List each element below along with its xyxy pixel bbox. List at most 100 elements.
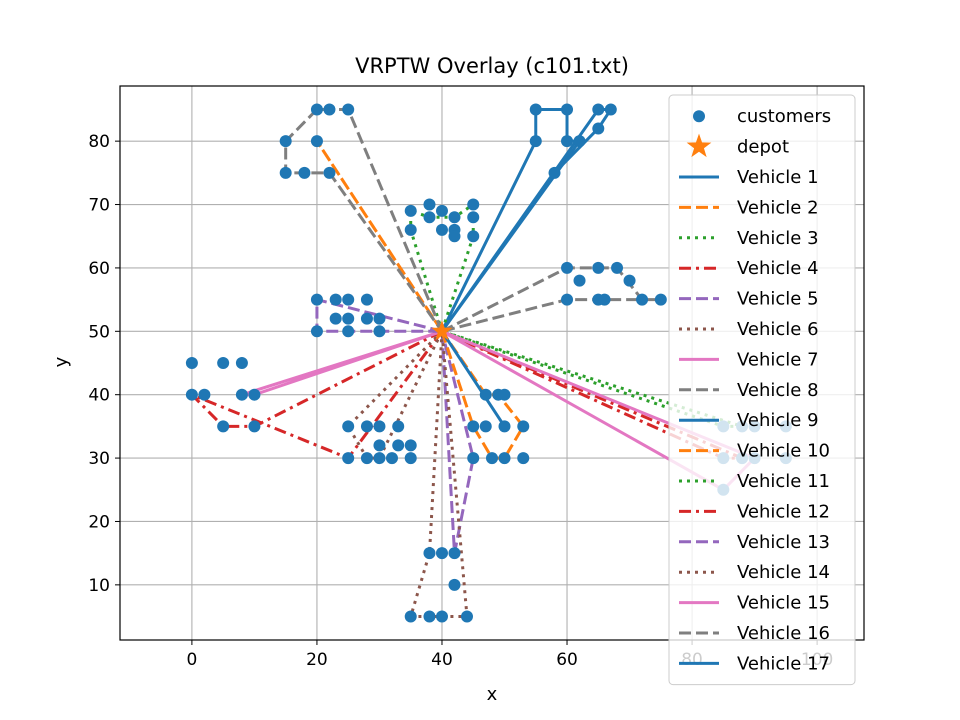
- customer-point: [479, 388, 492, 401]
- customer-point: [448, 578, 461, 591]
- customer-point: [435, 610, 448, 623]
- customer-point: [573, 274, 586, 287]
- legend-label: Vehicle 8: [737, 380, 819, 401]
- legend-label: Vehicle 12: [737, 501, 830, 522]
- customer-point: [592, 261, 605, 274]
- x-tick-label: 60: [556, 650, 578, 670]
- customer-point: [373, 439, 386, 452]
- chart-title: VRPTW Overlay (c101.txt): [355, 54, 629, 78]
- customer-point: [342, 452, 355, 465]
- customer-point: [323, 103, 336, 116]
- route-line: [190, 329, 444, 460]
- depot-star: [431, 320, 453, 341]
- customer-point: [423, 198, 436, 211]
- y-tick-label: 50: [88, 322, 110, 342]
- customer-point: [561, 261, 574, 274]
- customer-point: [385, 452, 398, 465]
- customer-point: [323, 166, 336, 179]
- customer-point: [529, 135, 542, 148]
- customer-point: [561, 103, 574, 116]
- y-axis-label: y: [51, 356, 72, 367]
- x-axis-label: x: [487, 684, 498, 705]
- customer-point: [235, 357, 248, 369]
- customer-point: [448, 547, 461, 560]
- customer-point: [310, 135, 323, 148]
- legend-box: [668, 94, 856, 686]
- customer-point: [448, 211, 461, 224]
- customer-point: [360, 452, 373, 465]
- customer-point: [329, 312, 342, 325]
- customer-point: [342, 103, 355, 116]
- customer-point: [654, 293, 667, 306]
- customer-point: [423, 211, 436, 224]
- customer-point: [423, 610, 436, 623]
- customer-point: [592, 122, 605, 135]
- customer-point: [279, 135, 292, 148]
- legend-label: Vehicle 15: [737, 593, 830, 614]
- legend-label: Vehicle 4: [737, 258, 819, 279]
- customer-point: [373, 452, 386, 465]
- customer-point: [479, 420, 492, 433]
- customer-point: [373, 325, 386, 338]
- customer-point: [404, 439, 417, 452]
- customer-point: [185, 357, 198, 369]
- customer-point: [404, 204, 417, 217]
- legend-label: Vehicle 13: [737, 532, 830, 553]
- customer-point: [404, 452, 417, 465]
- customer-point: [404, 223, 417, 236]
- customer-point: [448, 230, 461, 243]
- customer-point: [342, 325, 355, 338]
- y-tick-label: 60: [88, 259, 110, 279]
- customer-point: [342, 420, 355, 433]
- customer-point: [573, 135, 586, 148]
- y-tick-label: 40: [88, 386, 110, 406]
- route-line: [440, 330, 525, 460]
- customer-point: [310, 325, 323, 338]
- customer-point: [623, 274, 636, 287]
- legend-label: Vehicle 2: [737, 197, 819, 218]
- customer-point: [248, 388, 261, 401]
- customer-point: [435, 223, 448, 236]
- customer-point: [342, 293, 355, 306]
- customer-point: [561, 293, 574, 306]
- legend-label: Vehicle 16: [737, 623, 830, 644]
- legend-label: Vehicle 9: [737, 410, 819, 431]
- customer-point: [198, 388, 211, 401]
- customer-point: [498, 388, 511, 401]
- y-tick-label: 20: [88, 512, 110, 532]
- customer-point: [217, 420, 230, 433]
- y-tick-label: 80: [88, 132, 110, 152]
- legend-marker: [686, 133, 712, 158]
- customer-point: [636, 293, 649, 306]
- customer-point: [342, 312, 355, 325]
- axes-frame: [119, 85, 865, 641]
- customer-point: [498, 452, 511, 465]
- customer-point: [392, 420, 405, 433]
- customer-point: [486, 452, 498, 465]
- customer-point: [435, 547, 448, 560]
- x-tick-label: 20: [306, 650, 328, 670]
- legend-label: Vehicle 6: [737, 319, 819, 340]
- customer-point: [360, 293, 373, 306]
- axis-ticks: 0204060801001020304050607080: [88, 132, 833, 670]
- customer-points: [185, 103, 792, 623]
- legend-marker: [693, 110, 705, 123]
- customer-point: [373, 312, 386, 325]
- legend-label: Vehicle 3: [737, 228, 819, 249]
- legend-label: Vehicle 14: [737, 562, 830, 583]
- customer-point: [310, 293, 323, 306]
- route-line: [440, 107, 613, 333]
- customer-point: [611, 261, 624, 274]
- customer-point: [592, 103, 605, 116]
- customer-point: [598, 293, 611, 306]
- customer-point: [404, 610, 417, 623]
- customer-point: [460, 610, 473, 623]
- depot-marker-layer: [431, 320, 453, 341]
- customer-point: [467, 211, 480, 224]
- customer-point: [298, 166, 311, 179]
- customer-point: [517, 420, 530, 433]
- x-tick-label: 40: [431, 650, 453, 670]
- legend-label: Vehicle 5: [737, 289, 819, 310]
- y-tick-label: 70: [88, 196, 110, 216]
